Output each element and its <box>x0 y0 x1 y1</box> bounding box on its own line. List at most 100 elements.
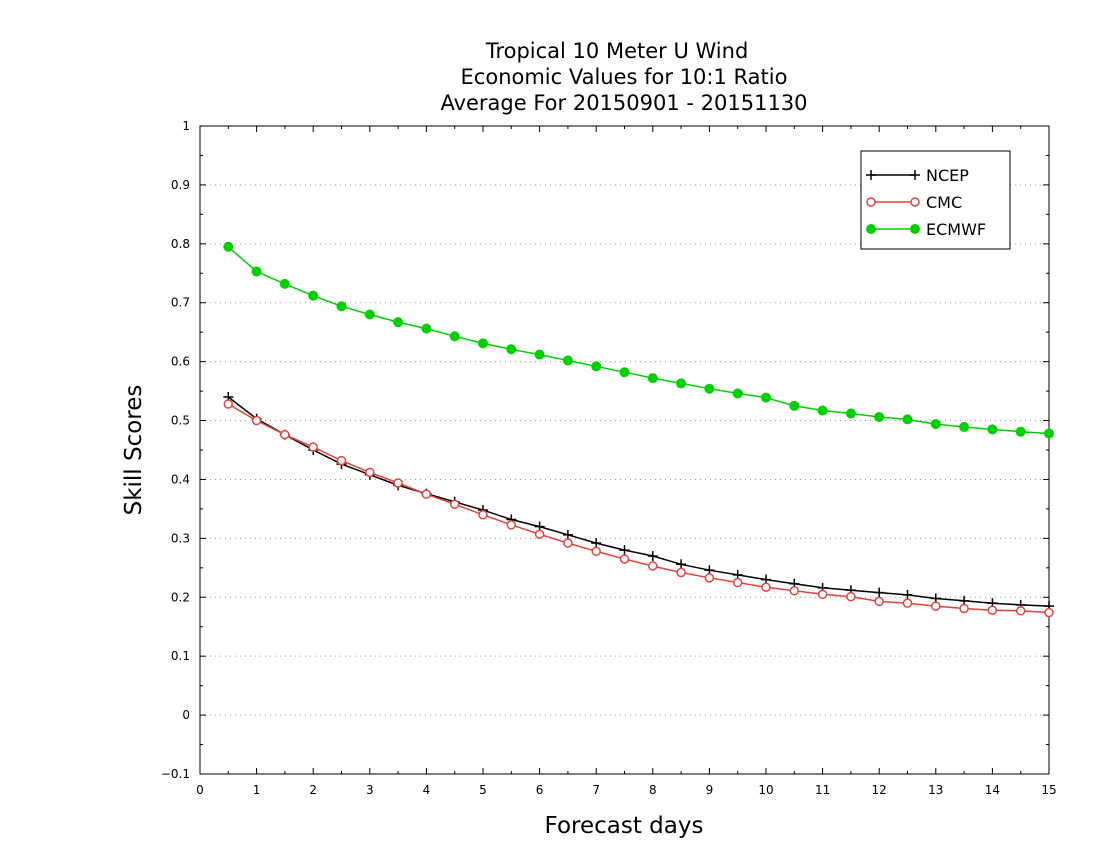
data-point-ecmwf <box>591 361 602 372</box>
series-ecmwf <box>223 241 1054 439</box>
data-point-ncep <box>902 589 913 600</box>
x-tick-label: 1 <box>253 783 261 797</box>
data-point-cmc <box>591 546 601 557</box>
data-point-ecmwf <box>874 412 885 423</box>
x-tick-label: 10 <box>758 783 773 797</box>
data-point-cmc <box>393 478 403 488</box>
y-tick-label: 0.7 <box>171 296 190 310</box>
data-point-ecmwf <box>562 355 573 366</box>
data-point-ecmwf <box>902 414 913 425</box>
data-point-cmc <box>478 510 488 520</box>
data-point-cmc <box>676 567 686 578</box>
data-point-cmc <box>506 520 517 530</box>
data-point-ncep <box>562 529 573 540</box>
series-line-ecmwf <box>227 246 1050 435</box>
data-point-ncep <box>591 538 602 549</box>
data-point-ecmwf <box>478 338 488 349</box>
data-point-ecmwf <box>761 392 771 403</box>
data-point-ecmwf <box>789 400 800 411</box>
data-point-cmc <box>732 577 743 588</box>
legend-label-cmc: CMC <box>926 193 962 212</box>
y-axis-tick-labels: −0.1 0 0.1 0.2 0.3 0.4 0.5 0.6 0.7 0.8 0.9 1 <box>161 119 190 781</box>
chart-title-line-1: Tropical 10 Meter U Wind <box>485 39 749 63</box>
x-tick-label: 2 <box>309 783 317 797</box>
y-tick-label: 0 <box>182 708 190 722</box>
y-tick-label: 0.9 <box>171 178 190 192</box>
data-point-cmc <box>534 529 545 539</box>
legend-item-cmc: CMC <box>866 193 962 212</box>
x-tick-label: 12 <box>872 783 887 797</box>
y-tick-label: 0.5 <box>171 414 190 428</box>
data-point-ecmwf <box>336 301 347 312</box>
data-point-cmc <box>902 598 913 608</box>
data-point-ecmwf <box>506 344 517 355</box>
legend-box <box>860 150 1011 250</box>
y-tick-label: 0.4 <box>171 472 190 486</box>
data-point-cmc <box>817 589 828 600</box>
data-point-cmc <box>987 605 998 615</box>
chart-title-line-3: Average For 20150901 - 20151130 <box>440 91 807 115</box>
data-point-cmc <box>280 429 290 440</box>
data-point-cmc <box>874 596 884 607</box>
data-point-ecmwf <box>987 424 998 435</box>
chart-title: Tropical 10 Meter U Wind Economic Values… <box>440 39 807 115</box>
data-point-ecmwf <box>251 266 262 277</box>
x-tick-label: 7 <box>592 783 600 797</box>
x-tick-label: 11 <box>815 783 830 797</box>
data-point-cmc <box>761 582 771 593</box>
legend: NCEP CMC ECMWF <box>860 150 1011 250</box>
data-point-ecmwf <box>647 373 658 384</box>
x-tick-label: 8 <box>649 783 657 797</box>
legend-marker-ncep <box>866 170 876 180</box>
data-point-ecmwf <box>393 317 404 328</box>
x-axis-label: Forecast days <box>545 813 704 839</box>
legend-item-ecmwf: ECMWF <box>866 220 986 239</box>
x-tick-label: 15 <box>1041 783 1056 797</box>
data-point-cmc <box>223 399 234 409</box>
x-tick-label: 5 <box>479 783 487 797</box>
data-point-ecmwf <box>676 378 687 389</box>
series-line-cmc <box>227 403 1050 614</box>
data-point-cmc <box>421 489 432 499</box>
data-point-ecmwf <box>421 323 432 334</box>
data-point-ncep <box>647 551 658 562</box>
data-point-ecmwf <box>817 405 828 416</box>
data-point-ecmwf <box>364 309 375 320</box>
legend-marker-ecmwf <box>866 224 876 234</box>
data-point-ecmwf <box>449 331 460 342</box>
x-tick-label: 14 <box>985 783 1000 797</box>
data-point-cmc <box>648 561 658 571</box>
data-point-cmc <box>1044 607 1054 618</box>
legend-item-ncep: NCEP <box>866 166 969 185</box>
y-tick-label: 0.1 <box>171 649 190 663</box>
x-tick-label: 6 <box>536 783 544 797</box>
data-point-cmc <box>563 538 573 548</box>
data-point-ecmwf <box>1015 426 1026 437</box>
x-tick-label: 3 <box>366 783 374 797</box>
data-point-cmc <box>449 499 460 509</box>
data-point-cmc <box>1015 606 1026 616</box>
data-point-cmc <box>846 591 856 602</box>
data-point-cmc <box>308 442 318 452</box>
y-tick-label: 1 <box>182 119 190 133</box>
y-tick-label: 0.6 <box>171 355 190 369</box>
data-point-cmc <box>931 601 941 611</box>
data-point-ecmwf <box>959 422 970 433</box>
data-point-ecmwf <box>279 278 290 289</box>
data-point-cmc <box>789 586 800 596</box>
data-point-ecmwf <box>619 367 630 378</box>
data-point-ecmwf <box>308 290 319 301</box>
legend-marker-cmc <box>866 197 876 207</box>
series-cmc <box>223 399 1054 618</box>
legend-marker-cmc <box>910 197 920 207</box>
y-tick-label: 0.8 <box>171 237 190 251</box>
data-point-cmc <box>336 455 347 466</box>
data-point-ecmwf <box>845 408 856 419</box>
data-point-cmc <box>704 573 715 583</box>
data-point-ecmwf <box>732 388 743 399</box>
data-point-cmc <box>251 415 262 426</box>
data-point-ecmwf <box>930 419 941 430</box>
data-point-ncep <box>619 545 630 556</box>
data-point-ecmwf <box>704 383 715 394</box>
x-tick-label: 4 <box>423 783 431 797</box>
